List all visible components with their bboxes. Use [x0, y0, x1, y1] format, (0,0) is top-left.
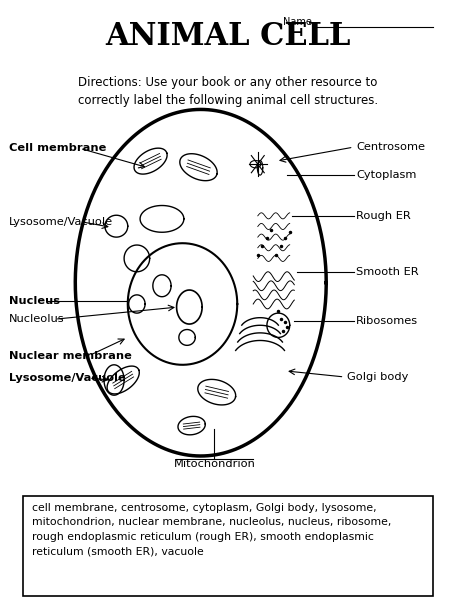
- Text: Nucleolus: Nucleolus: [9, 314, 65, 324]
- Text: cell membrane, centrosome, cytoplasm, Golgi body, lysosome,
mitochondrion, nucle: cell membrane, centrosome, cytoplasm, Go…: [32, 503, 392, 556]
- Text: Mitochondrion: Mitochondrion: [173, 459, 255, 469]
- Text: Lysosome/Vacuole: Lysosome/Vacuole: [9, 217, 113, 227]
- Text: Cell membrane: Cell membrane: [9, 143, 107, 153]
- Text: Cytoplasm: Cytoplasm: [356, 170, 416, 180]
- FancyBboxPatch shape: [23, 496, 433, 596]
- Text: Directions: Use your book or any other resource to
correctly label the following: Directions: Use your book or any other r…: [78, 76, 378, 107]
- Text: Golgi body: Golgi body: [347, 372, 408, 382]
- Text: Ribosomes: Ribosomes: [356, 316, 418, 326]
- Text: Nuclear membrane: Nuclear membrane: [9, 351, 132, 361]
- Text: Name: Name: [283, 18, 312, 27]
- Text: Rough ER: Rough ER: [356, 211, 410, 221]
- Text: Smooth ER: Smooth ER: [356, 268, 419, 277]
- Text: Centrosome: Centrosome: [356, 142, 425, 152]
- Text: Lysosome/Vacuole: Lysosome/Vacuole: [9, 373, 126, 383]
- Text: Nucleus: Nucleus: [9, 296, 60, 306]
- Text: ANIMAL CELL: ANIMAL CELL: [105, 21, 351, 52]
